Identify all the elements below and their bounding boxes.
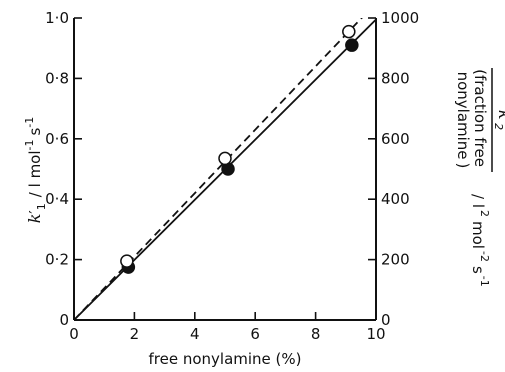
x-tick-label: 4 xyxy=(190,325,200,343)
y-left-symbol: k xyxy=(25,214,44,224)
y-left-tick-label: 0·8 xyxy=(45,69,69,87)
y-right-tick-label: 400 xyxy=(381,190,410,208)
y-right-tick-label: 800 xyxy=(381,69,410,87)
open-point xyxy=(342,24,356,39)
y-left-tick-label: 1·0 xyxy=(45,9,69,27)
y-left-tick-label: 0·6 xyxy=(45,130,69,148)
y-left-units: / l mol xyxy=(26,150,44,197)
y-right-line2: nonylamine) xyxy=(454,72,472,169)
open-point xyxy=(218,151,232,166)
y-left-tick-label: 0·4 xyxy=(45,190,69,208)
x-tick-label: 6 xyxy=(250,325,260,343)
x-tick-label: 10 xyxy=(366,325,385,343)
y-right-numerator: k′2 xyxy=(492,110,505,130)
y-left-subscript: 1 xyxy=(35,203,48,210)
x-tick-label: 2 xyxy=(130,325,140,343)
y-right-tick-label: 600 xyxy=(381,130,410,148)
y-right-tick-label: 1000 xyxy=(381,9,419,27)
y-right-line1: (fraction free xyxy=(471,69,489,167)
y-left-label: k′1/ l mol-1s-1 xyxy=(23,117,48,224)
x-tick-label: 0 xyxy=(69,325,79,343)
y-left-exp2: -1 xyxy=(23,117,36,128)
y-left-tick-label: 0 xyxy=(59,311,69,329)
y-left-s: s xyxy=(26,128,44,136)
open-point xyxy=(120,254,134,268)
y-right-units: / l2mol-2s-1 xyxy=(469,194,491,287)
x-axis-label: free nonylamine (%) xyxy=(148,350,301,368)
y-left-exp1: -1 xyxy=(23,140,36,151)
x-tick-label: 8 xyxy=(311,325,321,343)
data-points xyxy=(120,24,359,274)
axes xyxy=(73,18,377,321)
filled-point xyxy=(345,38,359,52)
y-left-tick-label: 0·2 xyxy=(45,251,69,269)
svg-text:k′1/ l mol-1s-1: k′1/ l mol-1s-1 xyxy=(23,117,48,224)
y-right-tick-label: 200 xyxy=(381,251,410,269)
y-left-prime: ′ xyxy=(26,210,44,214)
y-right-tick-label: 0 xyxy=(381,311,391,329)
y-right-label: k′2 (fraction free nonylamine) / l2mol-2… xyxy=(454,68,505,287)
